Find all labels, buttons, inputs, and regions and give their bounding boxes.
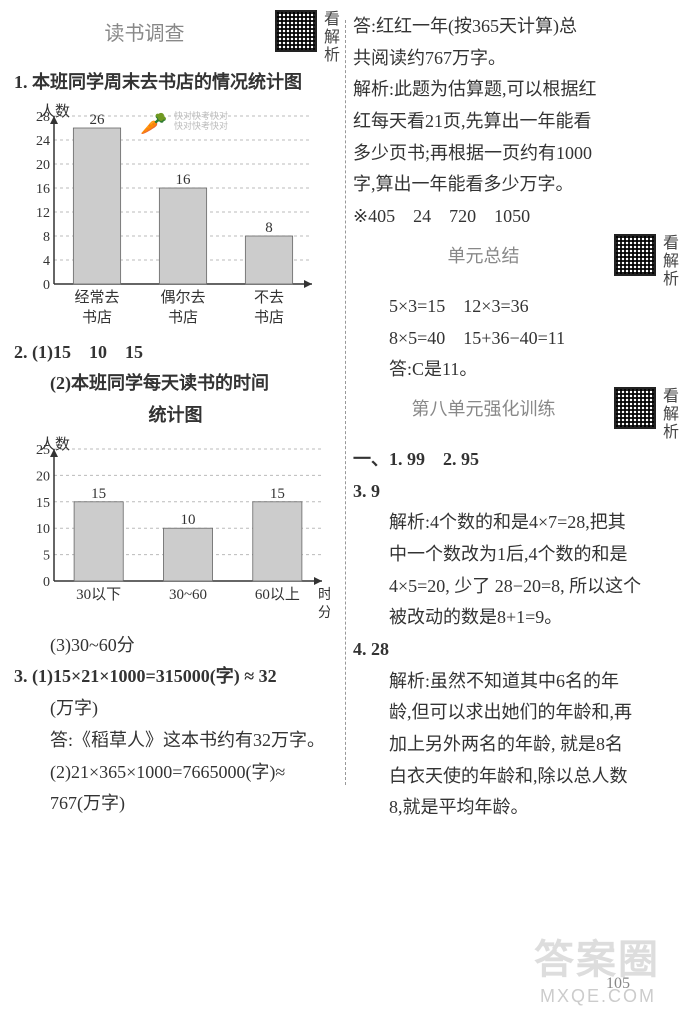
- svg-text:8: 8: [265, 220, 273, 236]
- section-title: 读书调查: [14, 10, 275, 51]
- qr-label: 看解析: [660, 387, 676, 441]
- sec3-line1: 一、1. 99 2. 95: [353, 445, 676, 475]
- svg-text:经常去: 经常去: [74, 289, 119, 306]
- page-number: 105: [606, 975, 630, 993]
- q3-l1b: (万字): [14, 694, 337, 724]
- svg-text:人数: 人数: [40, 436, 70, 453]
- exp-l4: 字,算出一年能看多少万字。: [353, 170, 676, 200]
- qr-label: 看解析: [321, 10, 337, 64]
- qr-icon: [614, 387, 656, 429]
- column-divider: [345, 20, 346, 785]
- section-unit8-head: 第八单元强化训练 看解析: [353, 387, 676, 441]
- qr-block: 看解析: [614, 234, 676, 288]
- section-title: 第八单元强化训练: [353, 387, 614, 425]
- q4-e5: 8,就是平均年龄。: [353, 793, 676, 823]
- q3b-e2: 中一个数改为1后,4个数的和是: [353, 540, 676, 570]
- svg-text:10: 10: [36, 522, 50, 537]
- svg-text:5: 5: [43, 548, 50, 563]
- q3b-e1: 解析:4个数的和是4×7=28,把其: [353, 508, 676, 538]
- svg-text:0: 0: [43, 575, 50, 590]
- q4-e4: 白衣天使的年龄和,除以总人数: [353, 762, 676, 792]
- chart-reading-time: 0510152025人数1530以下1030~601560以上时间/分: [20, 435, 337, 625]
- star-line: ※405 24 720 1050: [353, 202, 676, 232]
- svg-text:12: 12: [36, 206, 50, 221]
- watermark-tiny: 快对快考快对快对快考快对: [174, 112, 228, 132]
- svg-text:分: 分: [318, 605, 330, 621]
- section-title: 单元总结: [353, 234, 614, 272]
- svg-text:30~60: 30~60: [169, 587, 207, 603]
- q3b-e4: 被改动的数是8+1=9。: [353, 603, 676, 633]
- svg-text:15: 15: [36, 496, 50, 511]
- svg-text:20: 20: [36, 469, 50, 484]
- q2-part2-sub: 统计图: [14, 401, 337, 431]
- q4-e1: 解析:虽然不知道其中6名的年: [353, 667, 676, 697]
- q3b-e3: 4×5=20, 少了 28−20=8, 所以这个: [353, 572, 676, 602]
- svg-text:时间/: 时间/: [318, 587, 330, 603]
- q3-l2: 答:《稻草人》这本书约有32万字。: [14, 726, 337, 756]
- svg-text:偶尔去: 偶尔去: [160, 289, 205, 306]
- svg-text:不去: 不去: [254, 289, 284, 306]
- svg-text:书店: 书店: [82, 309, 112, 326]
- svg-text:书店: 书店: [168, 309, 198, 326]
- sec2-l1: 5×3=15 12×3=36: [353, 292, 676, 322]
- svg-text:书店: 书店: [254, 309, 284, 326]
- q3-l3b: 767(万字): [14, 789, 337, 819]
- q1-title: 1. 本班同学周末去书店的情况统计图: [14, 68, 337, 98]
- svg-text:15: 15: [270, 486, 285, 502]
- svg-text:20: 20: [36, 158, 50, 173]
- q4-e2: 龄,但可以求出她们的年龄和,再: [353, 698, 676, 728]
- q3-l3: (2)21×365×1000=7665000(字)≈: [14, 758, 337, 788]
- qr-block: 看解析: [614, 387, 676, 441]
- svg-text:15: 15: [91, 486, 106, 502]
- q2-part3: (3)30~60分: [14, 631, 337, 661]
- qr-block: 看解析: [275, 10, 337, 64]
- sec2-l3: 答:C是11。: [353, 355, 676, 385]
- left-column: 读书调查 看解析 1. 本班同学周末去书店的情况统计图 0 4 8 12 16 20 24 2…: [14, 10, 345, 825]
- page: 读书调查 看解析 1. 本班同学周末去书店的情况统计图 0 4 8 12 16 20 24 2…: [0, 0, 690, 825]
- svg-text:16: 16: [176, 172, 192, 188]
- svg-text:0: 0: [43, 278, 50, 293]
- ans-l1: 答:红红一年(按365天计算)总: [353, 12, 676, 42]
- svg-text:24: 24: [36, 134, 50, 149]
- chart-bookstore: 0481216202428人数26经常去书店16偶尔去书店8不去书店🥕快对快考快…: [20, 102, 337, 332]
- svg-text:8: 8: [43, 230, 50, 245]
- right-column: 答:红红一年(按365天计算)总 共阅读约767万字。 解析:此题为估算题,可以…: [345, 10, 676, 825]
- section-unit-summary-head: 单元总结 看解析: [353, 234, 676, 288]
- watermark-url: MXQE.COM: [540, 986, 656, 1007]
- exp-l1: 解析:此题为估算题,可以根据红: [353, 75, 676, 105]
- section-reading-survey-head: 读书调查 看解析: [14, 10, 337, 64]
- q4-l1: 4. 28: [353, 635, 676, 665]
- sec2-l2: 8×5=40 15+36−40=11: [353, 324, 676, 354]
- q3-l1: 3. (1)15×21×1000=315000(字) ≈ 32: [14, 662, 337, 692]
- q3b-l1: 3. 9: [353, 477, 676, 507]
- qr-label: 看解析: [660, 234, 676, 288]
- carrot-icon: 🥕: [140, 106, 167, 142]
- q2-part2-title: (2)本班同学每天读书的时间: [14, 369, 337, 399]
- svg-text:30以下: 30以下: [76, 587, 121, 603]
- svg-text:60以上: 60以上: [255, 586, 300, 603]
- q2-part1: 2. (1)15 10 15: [14, 338, 337, 368]
- ans-l2: 共阅读约767万字。: [353, 44, 676, 74]
- qr-icon: [275, 10, 317, 52]
- svg-text:26: 26: [90, 112, 106, 128]
- qr-icon: [614, 234, 656, 276]
- svg-text:10: 10: [181, 512, 196, 528]
- exp-l3: 多少页书;再根据一页约有1000: [353, 139, 676, 169]
- q4-e3: 加上另外两名的年龄, 就是8名: [353, 730, 676, 760]
- svg-text:人数: 人数: [40, 103, 70, 120]
- exp-l2: 红每天看21页,先算出一年能看: [353, 107, 676, 137]
- watermark-logo: 答案圈: [534, 927, 660, 985]
- svg-text:4: 4: [43, 254, 50, 269]
- svg-text:16: 16: [36, 182, 50, 197]
